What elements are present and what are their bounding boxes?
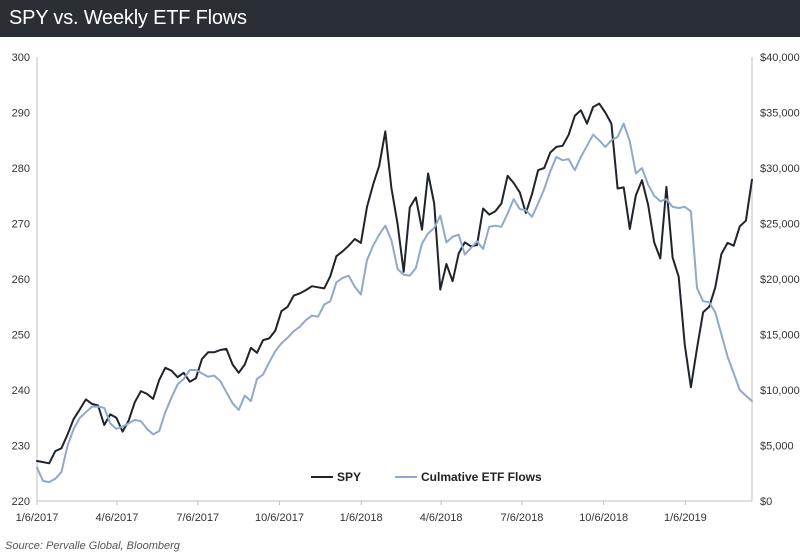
- series-line-spy: [36, 102, 753, 465]
- right-tick-label: $0: [760, 496, 772, 508]
- left-tick-label: 250: [12, 330, 30, 342]
- line-chart: 220 230 240 250 260 270 280 290 300 $0 $5,000 $10,0…: [12, 52, 800, 524]
- left-tick-label: 300: [12, 52, 30, 64]
- right-tick-label: $15,000: [760, 330, 800, 342]
- right-tick-label: $40,000: [760, 52, 800, 64]
- right-tick-label: $30,000: [760, 163, 800, 175]
- x-tick-label: 10/6/2017: [255, 512, 304, 524]
- legend-label-spy: SPY: [337, 470, 361, 484]
- right-tick-label: $5,000: [760, 441, 794, 453]
- x-tick-label: 7/6/2017: [176, 512, 219, 524]
- chart-title: SPY vs. Weekly ETF Flows: [9, 7, 247, 29]
- legend-label-etf-flows: Culmative ETF Flows: [421, 470, 542, 484]
- x-tick-label: 10/6/2018: [579, 512, 628, 524]
- left-tick-label: 220: [12, 496, 30, 508]
- source-note: Source: Pervalle Global, Bloomberg: [5, 540, 180, 552]
- left-tick-label: 280: [12, 163, 30, 175]
- right-tick-label: $20,000: [760, 274, 800, 286]
- x-tick-label: 4/6/2018: [420, 512, 463, 524]
- series-line-etf-flows: [36, 122, 753, 484]
- chart-area: 220 230 240 250 260 270 280 290 300 $0 $5,000 $10,0…: [0, 37, 800, 537]
- right-tick-label: $10,000: [760, 385, 800, 397]
- x-tick-label: 4/6/2017: [96, 512, 139, 524]
- title-bar: SPY vs. Weekly ETF Flows: [0, 0, 800, 37]
- x-tick-label: 1/6/2017: [16, 512, 59, 524]
- x-tick-label: 1/6/2018: [340, 512, 383, 524]
- x-tick-label: 1/6/2019: [664, 512, 707, 524]
- right-tick-label: $25,000: [760, 219, 800, 231]
- x-tick-label: 7/6/2018: [501, 512, 544, 524]
- left-tick-label: 270: [12, 219, 30, 231]
- left-tick-label: 290: [12, 108, 30, 120]
- left-tick-label: 260: [12, 274, 30, 286]
- right-tick-label: $35,000: [760, 108, 800, 120]
- left-tick-label: 230: [12, 441, 30, 453]
- left-tick-label: 240: [12, 385, 30, 397]
